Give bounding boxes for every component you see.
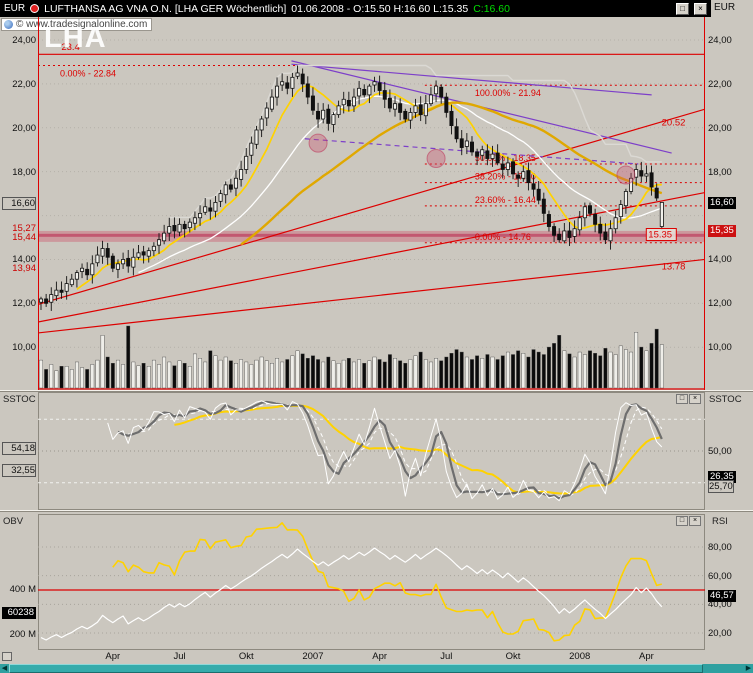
symbol-watermark: LHA xyxy=(44,22,107,54)
svg-text:38.20% - 17.50: 38.20% - 17.50 xyxy=(475,172,536,182)
axis-tick: 20,00 xyxy=(12,122,36,134)
axis-tick: 32,55 xyxy=(2,464,36,478)
axis-tick: 13,94 xyxy=(12,263,36,275)
svg-text:100.00% - 21.94: 100.00% - 21.94 xyxy=(475,88,541,98)
axis-tick: 22,00 xyxy=(708,78,732,90)
axis-tick: 24,00 xyxy=(708,35,732,47)
obv-panel-buttons: □ × xyxy=(676,516,701,526)
axis-tick: 46,57 xyxy=(708,589,736,602)
svg-text:23.4: 23.4 xyxy=(61,42,80,53)
sstoc-right-title: SSTOC xyxy=(709,394,742,405)
axis-tick: 54,18 xyxy=(2,441,36,455)
time-axis-label: Okt xyxy=(505,651,521,662)
axis-tick: 14,00 xyxy=(12,254,36,266)
axis-tick: 50,00 xyxy=(708,446,732,457)
time-axis-label: Apr xyxy=(639,651,654,662)
time-axis-label: Okt xyxy=(238,651,254,662)
time-axis-label: Apr xyxy=(372,651,388,662)
axis-tick: 40,00 xyxy=(708,599,732,611)
svg-text:13.78: 13.78 xyxy=(662,261,686,272)
time-axis-label: Jul xyxy=(440,651,453,662)
axis-tick: 18,00 xyxy=(708,166,732,178)
close-button[interactable]: × xyxy=(694,2,707,15)
axis-tick: 60238 xyxy=(2,606,36,619)
axis-tick: 12,00 xyxy=(12,298,36,310)
axis-tick: 22,00 xyxy=(12,78,36,90)
axis-tick: 20,00 xyxy=(708,627,732,639)
axis-tick: 10,00 xyxy=(708,342,732,354)
time-axis-label: Jul xyxy=(173,651,186,662)
panel-divider[interactable] xyxy=(0,390,753,392)
axis-tick: 14,00 xyxy=(708,254,732,266)
time-axis: Apr Jul Okt 2007 Apr Jul Okt 2008 Apr xyxy=(0,651,753,663)
rsi-right-title: RSI xyxy=(712,516,728,527)
main-price-chart[interactable]: 0.00% - 22.84 100.00% - 21.94 50.00% - 18.… xyxy=(38,17,705,390)
svg-text:23.60% - 16.44: 23.60% - 16.44 xyxy=(475,195,536,205)
scroll-right-arrow[interactable]: ▶ xyxy=(745,665,752,672)
quote-ohlc: 01.06.2008 - O:15.50 H:16.60 L:15.35 xyxy=(291,2,469,15)
obv-rsi-panel[interactable] xyxy=(38,514,705,650)
stochastic-panel[interactable] xyxy=(38,392,705,510)
scrollbar-thumb[interactable] xyxy=(9,664,703,673)
axis-tick: 25,70 xyxy=(708,480,734,494)
axis-tick: 60,00 xyxy=(708,570,732,582)
sstoc-restore-button[interactable]: □ xyxy=(676,394,688,404)
chart-titlebar[interactable]: EUR LUFTHANSA AG VNA O.N. [LHA GER Wöche… xyxy=(0,0,711,17)
axis-tick: 16,60 xyxy=(708,197,736,210)
currency-left-label: EUR xyxy=(4,3,26,14)
axis-tick: 16,60 xyxy=(2,197,36,211)
svg-text:0.00% - 14.76: 0.00% - 14.76 xyxy=(475,232,531,242)
sstoc-left-title: SSTOC xyxy=(3,394,36,405)
axis-tick: 80,00 xyxy=(708,542,732,553)
horizontal-scrollbar[interactable]: ◀ ▶ xyxy=(0,664,753,673)
svg-text:0.00% - 22.84: 0.00% - 22.84 xyxy=(60,68,116,78)
sstoc-panel-buttons: □ × xyxy=(676,394,701,404)
obv-close-button[interactable]: × xyxy=(689,516,701,526)
axis-tick: 12,00 xyxy=(708,298,732,310)
obv-left-title: OBV xyxy=(3,516,24,527)
tradesignal-logo-icon xyxy=(30,4,40,13)
axis-tick: 200 M xyxy=(9,629,36,641)
axis-tick: 18,00 xyxy=(12,166,36,178)
svg-text:20.52: 20.52 xyxy=(662,118,686,129)
copyright-text: © www.tradesignalonline.com xyxy=(16,19,148,30)
panel-divider-2[interactable] xyxy=(0,510,753,512)
axis-tick: 15,44 xyxy=(12,231,36,243)
svg-text:15.35: 15.35 xyxy=(648,230,672,241)
obv-restore-button[interactable]: □ xyxy=(676,516,688,526)
time-axis-label: 2007 xyxy=(302,651,324,662)
axis-tick: 15,27 xyxy=(12,222,36,234)
svg-text:50.00% - 18.35: 50.00% - 18.35 xyxy=(475,153,536,163)
time-axis-label: Apr xyxy=(105,651,121,662)
globe-icon xyxy=(4,20,13,29)
scroll-left-arrow[interactable]: ◀ xyxy=(1,665,8,672)
currency-right-label: EUR xyxy=(714,2,736,13)
instrument-title: LUFTHANSA AG VNA O.N. [LHA GER Wöchentli… xyxy=(44,2,287,15)
restore-button[interactable]: □ xyxy=(676,2,689,15)
time-axis-label: 2008 xyxy=(569,651,591,662)
quote-close: C:16.60 xyxy=(473,2,510,15)
sstoc-close-button[interactable]: × xyxy=(689,394,701,404)
axis-tick: 10,00 xyxy=(12,342,36,354)
axis-tick: 24,00 xyxy=(12,35,36,47)
axis-corner-icon[interactable] xyxy=(2,652,12,661)
axis-tick: 400 M xyxy=(9,584,36,596)
axis-tick: 20,00 xyxy=(708,122,732,134)
axis-tick: 15,35 xyxy=(708,224,736,237)
